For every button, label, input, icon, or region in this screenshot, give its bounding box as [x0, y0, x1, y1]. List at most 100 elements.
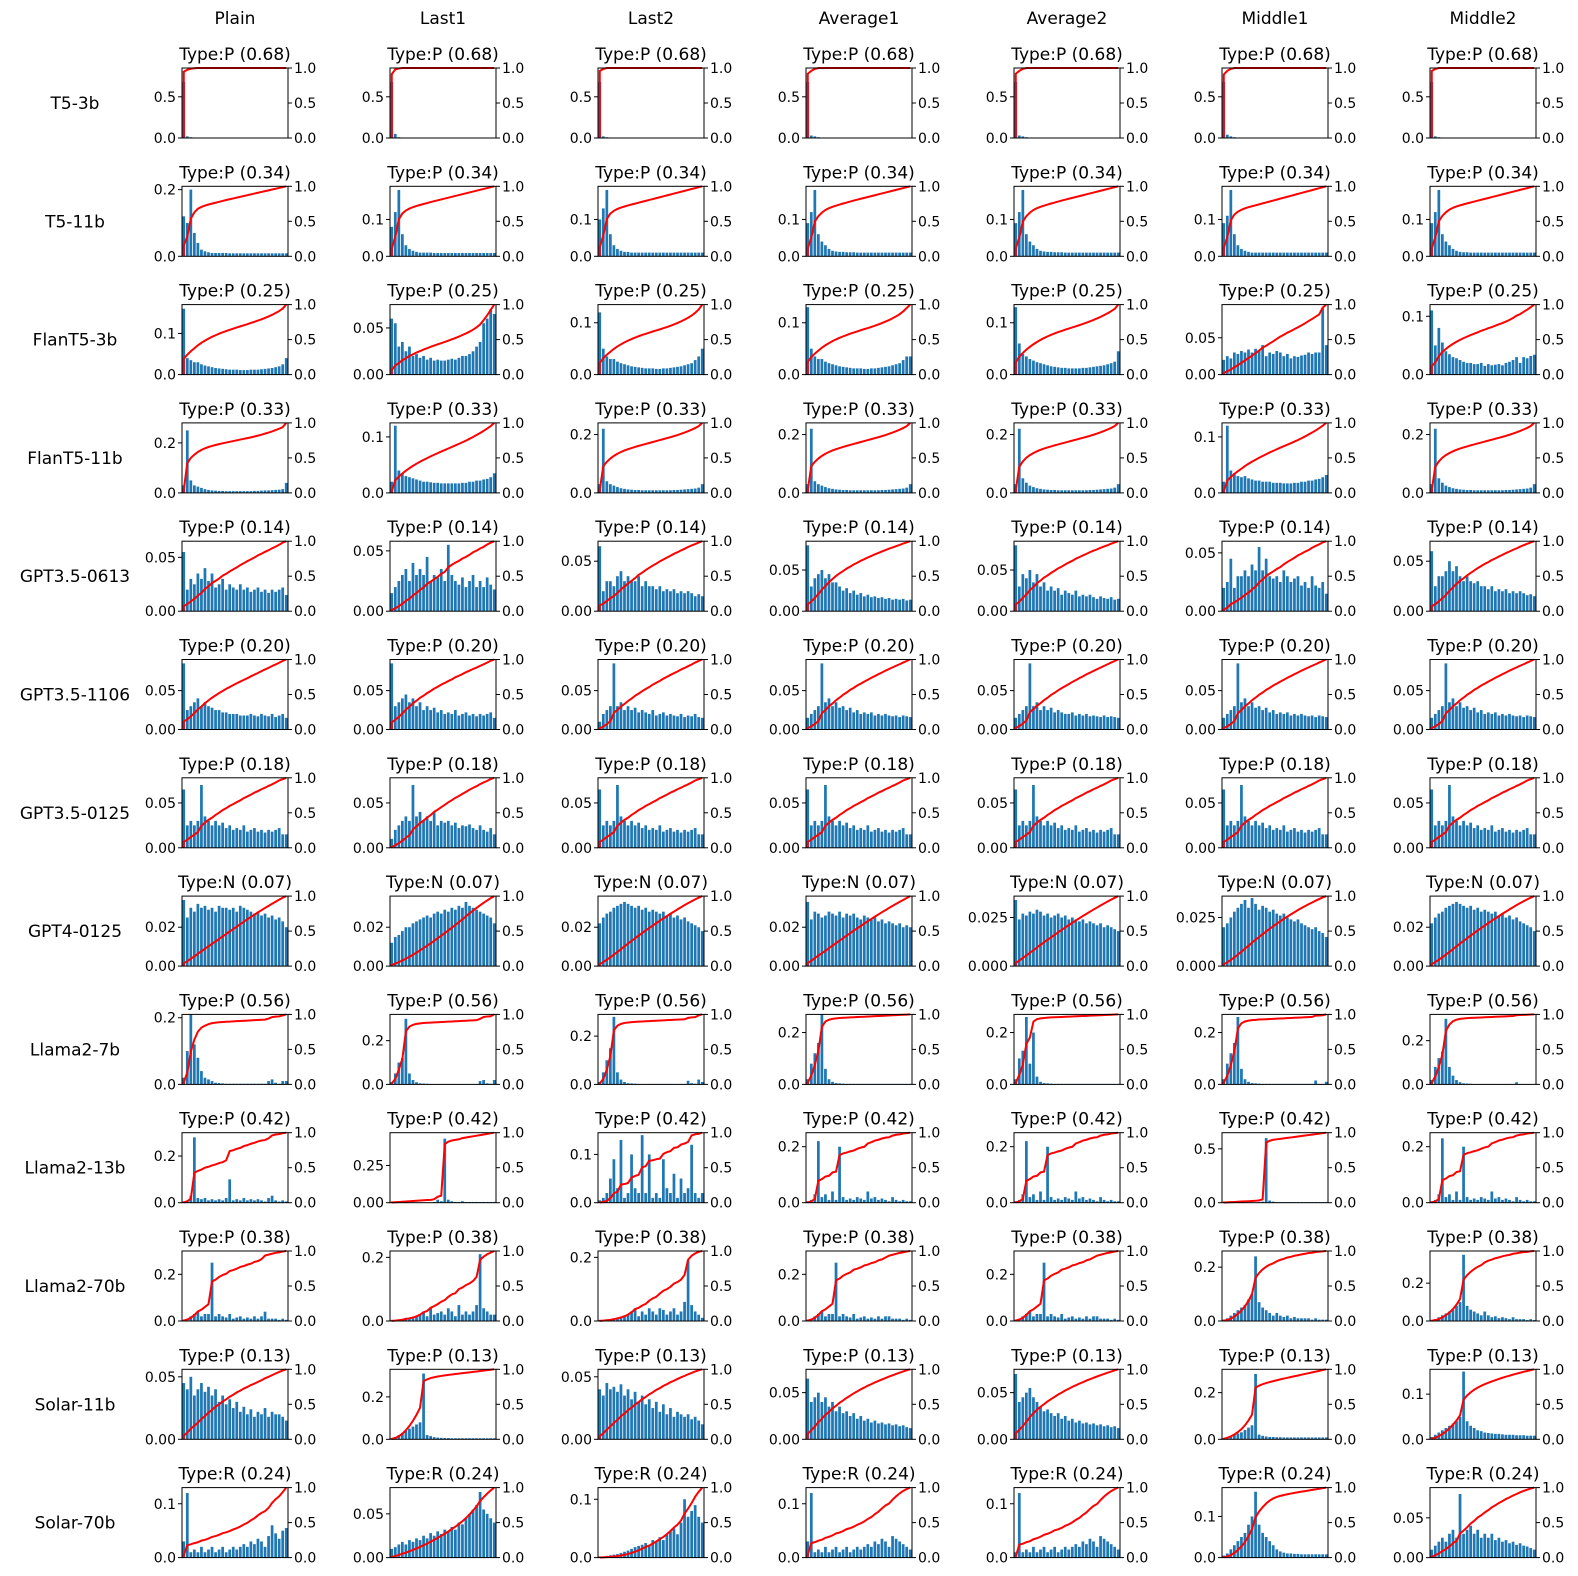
histogram-bar	[1017, 135, 1021, 138]
histogram-bar	[609, 825, 612, 848]
histogram-bar	[270, 1525, 274, 1558]
left-tick-label: 0.0	[986, 1077, 1008, 1093]
histogram-bar	[1261, 1307, 1264, 1321]
histogram-bar	[185, 136, 189, 138]
histogram-bar	[866, 917, 870, 967]
histogram-bar	[1063, 1415, 1067, 1440]
panel-frame	[1013, 422, 1121, 494]
histogram-bar	[683, 489, 686, 493]
histogram-bar	[277, 1319, 281, 1321]
histogram-bar	[408, 927, 411, 967]
right-tick-label: 0.0	[918, 604, 940, 620]
left-tick-label: 0.0	[778, 1077, 800, 1093]
histogram-bar	[880, 1318, 884, 1321]
histogram-bar	[901, 1199, 905, 1203]
left-tick-label: 0.0	[1402, 1314, 1424, 1330]
histogram-bar	[1472, 252, 1476, 257]
histogram-bar	[1039, 488, 1042, 493]
histogram-bar	[683, 365, 686, 375]
histogram-bar	[1508, 1199, 1511, 1203]
histogram-bar	[1116, 252, 1120, 257]
histogram-bar	[1321, 308, 1325, 375]
histogram-bar	[457, 252, 461, 257]
histogram-bar	[408, 1540, 411, 1558]
histogram-bar	[401, 574, 404, 612]
histogram-bar	[1025, 825, 1028, 848]
left-tick-label: 0.5	[1402, 90, 1424, 106]
histogram-bar	[841, 590, 845, 612]
histogram-bar	[489, 917, 493, 967]
right-tick-label: 0.0	[294, 1551, 316, 1567]
histogram-bar	[841, 1413, 845, 1440]
histogram-bar	[401, 820, 404, 848]
right-tick-label: 0.0	[1542, 131, 1564, 147]
histogram-bar	[1437, 327, 1441, 375]
histogram-bar	[1282, 1437, 1286, 1440]
histogram-bar	[662, 1309, 665, 1321]
right-tick-label: 1.0	[294, 179, 316, 195]
histogram-bar	[1092, 366, 1095, 375]
panel-title: Type:P (0.18)	[594, 755, 707, 775]
histogram-bar	[1324, 1437, 1328, 1440]
histogram-bar	[415, 921, 418, 967]
histogram-bar	[284, 1081, 288, 1085]
histogram-bar	[485, 713, 489, 730]
histogram-bar	[690, 1305, 693, 1321]
cumulative-line	[806, 1013, 911, 1085]
histogram-bar	[492, 834, 496, 848]
histogram-bar	[908, 1201, 912, 1203]
right-tick-label: 0.0	[1542, 1314, 1564, 1330]
histogram-bar	[662, 1159, 665, 1203]
histogram-bar	[432, 811, 436, 848]
histogram-bar	[246, 253, 249, 257]
right-tick-label: 0.0	[1126, 959, 1148, 975]
right-tick-label: 0.5	[502, 1516, 524, 1532]
histogram-bar	[182, 308, 186, 375]
histogram-bar	[605, 710, 609, 730]
histogram-bar	[665, 368, 669, 375]
histogram-bar	[1039, 1314, 1042, 1321]
histogram-bar	[1014, 307, 1018, 375]
histogram-bar	[249, 491, 253, 493]
histogram-bar	[432, 1437, 436, 1440]
histogram-bar	[1314, 717, 1317, 730]
histogram-bar	[1067, 1549, 1071, 1558]
histogram-bar	[609, 234, 612, 257]
histogram-bar	[609, 1178, 612, 1203]
left-tick-label: 0.2	[778, 1026, 800, 1042]
histogram-bar	[644, 252, 648, 257]
left-tick-label: 0.000	[1176, 959, 1216, 975]
histogram-bar	[1286, 252, 1289, 257]
histogram-bar	[446, 359, 450, 375]
histogram-bar	[690, 923, 693, 967]
histogram-bar	[390, 663, 394, 730]
cumulative-line	[1430, 658, 1535, 730]
histogram-bar	[221, 578, 224, 612]
histogram-bar	[841, 917, 845, 967]
histogram-bar	[1455, 1421, 1458, 1440]
histogram-bar	[662, 490, 665, 493]
right-tick-label: 1.0	[502, 1126, 524, 1142]
histogram-bar	[898, 923, 901, 967]
row-label: Llama2-7b	[30, 1040, 120, 1060]
histogram-bar	[1116, 717, 1120, 730]
histogram-bar	[817, 825, 820, 848]
cumulative-line	[1222, 1013, 1327, 1085]
histogram-bar	[1278, 915, 1282, 967]
histogram-bar	[609, 484, 612, 493]
histogram-bar	[1321, 933, 1325, 967]
histogram-bar	[1088, 252, 1092, 257]
histogram-bar	[471, 828, 475, 848]
histogram-bar	[1025, 1549, 1028, 1558]
right-tick-label: 1.0	[710, 1244, 732, 1260]
histogram-bar	[616, 248, 619, 257]
histogram-bar	[862, 829, 866, 848]
left-tick-label: 0.1	[1194, 1509, 1216, 1525]
histogram-bar	[1113, 1201, 1117, 1203]
histogram-bar	[633, 581, 637, 612]
histogram-bar	[1444, 351, 1448, 375]
